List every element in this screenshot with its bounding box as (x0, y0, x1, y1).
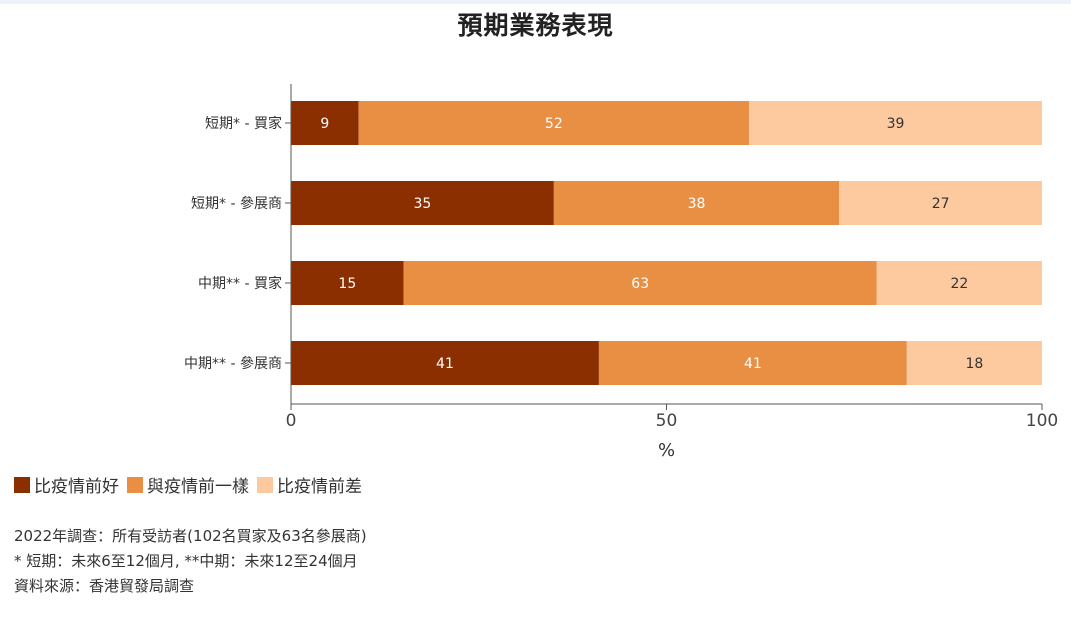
legend-item-worse[interactable]: 比疫情前差 (257, 472, 362, 497)
x-tick-label-2: 100 (1026, 411, 1058, 431)
bar-segment-1-1 (553, 181, 840, 225)
bar-segment-2-1 (403, 261, 877, 305)
x-tick-label-0: 0 (286, 411, 297, 431)
y-tick-label-0: 短期* - 買家 (205, 115, 282, 132)
bar-segment-3-0 (291, 341, 599, 385)
bar-segment-2-2 (876, 261, 1042, 305)
data-label-1-0: 35 (414, 196, 432, 212)
footnotes: 2022年調查：所有受訪者(102名買家及63名參展商) * 短期：未來6至12… (14, 524, 367, 599)
bar-segment-2-0 (291, 261, 404, 305)
stacked-bar-chart: 9 52 39 短期* - 買家 35 38 27 短期* - 參展商 15 63 22 中期** -… (184, 84, 1058, 461)
x-tick-label-1: 50 (656, 411, 678, 431)
bar-segment-0-1 (358, 101, 750, 145)
data-label-2-1: 63 (631, 276, 649, 292)
bar-segment-1-2 (839, 181, 1042, 225)
x-axis-title: % (658, 440, 675, 461)
data-label-3-0: 41 (436, 356, 454, 372)
data-label-0-0: 9 (320, 116, 329, 132)
bar-segment-3-2 (906, 341, 1042, 385)
legend-label-same: 與疫情前一樣 (147, 477, 249, 497)
legend-swatch-better (14, 476, 30, 493)
bar-segment-0-0 (291, 101, 359, 145)
data-label-2-0: 15 (338, 276, 356, 292)
footnote-source: 資料來源：香港貿發局調查 (14, 577, 195, 595)
y-tick-label-3: 中期** - 參展商 (184, 356, 282, 372)
legend-item-same[interactable]: 與疫情前一樣 (127, 472, 249, 497)
chart-title: 預期業務表現 (457, 11, 614, 40)
footnote-survey: 2022年調查：所有受訪者(102名買家及63名參展商) (14, 527, 367, 545)
data-label-3-1: 41 (744, 356, 762, 372)
legend-label-worse: 比疫情前差 (277, 477, 362, 497)
bar-segment-1-0 (291, 181, 554, 225)
data-label-0-1: 52 (545, 116, 563, 132)
top-strip (0, 0, 1071, 4)
data-label-1-2: 27 (932, 196, 950, 212)
data-label-3-2: 18 (965, 356, 983, 372)
data-label-2-2: 22 (950, 276, 968, 292)
legend: 比疫情前好 與疫情前一樣 比疫情前差 (14, 472, 370, 497)
data-label-1-1: 38 (688, 196, 706, 212)
legend-item-better[interactable]: 比疫情前好 (14, 472, 119, 497)
bar-segment-0-2 (749, 101, 1042, 145)
y-tick-label-2: 中期** - 買家 (198, 275, 282, 292)
y-tick-label-1: 短期* - 參展商 (191, 196, 282, 212)
footnote-periods: * 短期：未來6至12個月, **中期：未來12至24個月 (14, 552, 358, 570)
legend-swatch-worse (257, 476, 273, 493)
legend-label-better: 比疫情前好 (34, 477, 119, 497)
legend-swatch-same (127, 476, 143, 493)
bar-segment-3-1 (598, 341, 907, 385)
data-label-0-2: 39 (887, 116, 905, 132)
